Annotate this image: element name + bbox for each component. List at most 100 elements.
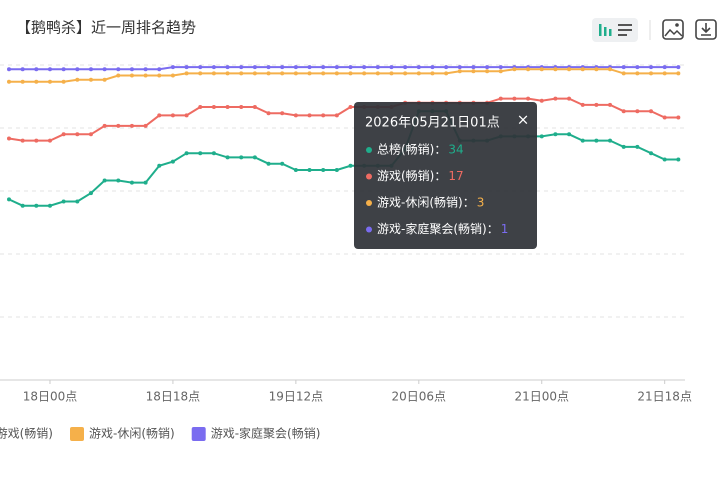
tooltip-close[interactable]: ×	[517, 111, 530, 129]
data-point	[252, 65, 257, 70]
plot-area: 18日00点 18日18点 19日12点 20日06点 21日00点 21日18点	[0, 64, 692, 404]
data-point	[170, 113, 175, 118]
data-point	[539, 67, 544, 72]
tooltip-label: 总榜(畅销)：	[377, 142, 446, 157]
icon	[609, 29, 612, 36]
data-point	[143, 123, 148, 128]
data-point	[553, 96, 558, 101]
data-point	[116, 73, 121, 78]
data-point	[348, 65, 353, 70]
data-point	[211, 151, 216, 156]
data-point	[7, 79, 11, 84]
data-point	[676, 115, 681, 120]
data-point	[444, 71, 449, 76]
data-point	[471, 69, 476, 74]
data-point	[75, 132, 80, 137]
data-point	[498, 65, 503, 70]
data-point	[184, 151, 189, 156]
data-point	[362, 71, 367, 76]
data-point	[20, 203, 25, 208]
data-point	[348, 71, 353, 76]
legend-label: 游戏-休闲(畅销)	[89, 427, 175, 441]
data-point	[334, 71, 339, 76]
data-point	[266, 71, 271, 76]
data-point	[7, 136, 11, 141]
data-point	[321, 65, 326, 70]
x-tick-label: 20日06点	[392, 390, 447, 404]
data-point	[580, 102, 585, 107]
data-point	[116, 67, 121, 72]
data-point	[143, 67, 148, 72]
data-point	[61, 67, 66, 72]
data-point	[457, 65, 462, 70]
data-point	[61, 79, 66, 84]
data-point	[553, 67, 558, 72]
data-point	[321, 113, 326, 118]
data-point	[129, 180, 134, 185]
data-point	[157, 73, 162, 78]
data-point	[184, 71, 189, 76]
data-point	[512, 96, 517, 101]
data-point	[362, 65, 367, 70]
data-point	[252, 71, 257, 76]
tooltip-value: 34	[448, 143, 463, 157]
data-point	[20, 79, 25, 84]
legend-swatch	[191, 427, 206, 441]
tooltip-title: 2026年05月21日01点	[365, 116, 500, 131]
legend-swatch	[70, 427, 84, 441]
data-point	[293, 168, 298, 172]
data-point	[252, 105, 257, 109]
data-point	[621, 144, 626, 149]
data-point	[170, 159, 175, 164]
data-point	[635, 109, 640, 114]
data-point	[7, 197, 11, 202]
icon	[604, 27, 607, 36]
data-point	[375, 71, 380, 76]
series-line	[9, 66, 679, 71]
tooltip-label: 游戏-休闲(畅销)：	[377, 196, 475, 210]
data-point	[280, 71, 285, 76]
data-point	[334, 65, 339, 70]
data-point	[307, 168, 312, 172]
download-button[interactable]	[695, 19, 717, 40]
data-point	[7, 67, 11, 72]
data-point	[170, 73, 175, 78]
data-point	[47, 203, 52, 208]
data-point	[498, 69, 503, 74]
data-point	[307, 113, 312, 118]
data-point	[266, 111, 271, 116]
data-point	[239, 105, 244, 109]
save-image-button[interactable]	[662, 19, 684, 40]
data-point	[662, 157, 667, 162]
tooltip-value: 3	[477, 196, 485, 210]
data-point	[539, 98, 544, 103]
data-point	[430, 65, 435, 70]
data-point	[102, 123, 107, 128]
data-point	[662, 65, 667, 70]
data-point	[211, 65, 216, 70]
data-point	[471, 65, 476, 70]
data-point	[102, 178, 107, 183]
data-point	[457, 69, 462, 74]
x-tick-label: 21日18点	[637, 390, 692, 404]
data-point	[526, 96, 531, 101]
data-point	[211, 71, 216, 76]
data-point	[184, 113, 189, 118]
data-point	[129, 123, 134, 128]
data-point	[198, 65, 203, 70]
data-point	[102, 77, 107, 82]
data-point	[608, 102, 613, 107]
data-point	[416, 71, 421, 76]
icon	[618, 24, 632, 36]
data-point	[321, 168, 326, 172]
legend-label: 游戏-家庭聚会(畅销)	[211, 426, 321, 441]
tooltip-dot	[366, 200, 372, 206]
data-point	[266, 161, 271, 166]
data-point	[143, 73, 148, 78]
data-point	[567, 132, 572, 137]
data-point	[444, 65, 449, 70]
data-point	[198, 71, 203, 76]
data-point	[88, 132, 93, 137]
data-point	[389, 65, 394, 70]
